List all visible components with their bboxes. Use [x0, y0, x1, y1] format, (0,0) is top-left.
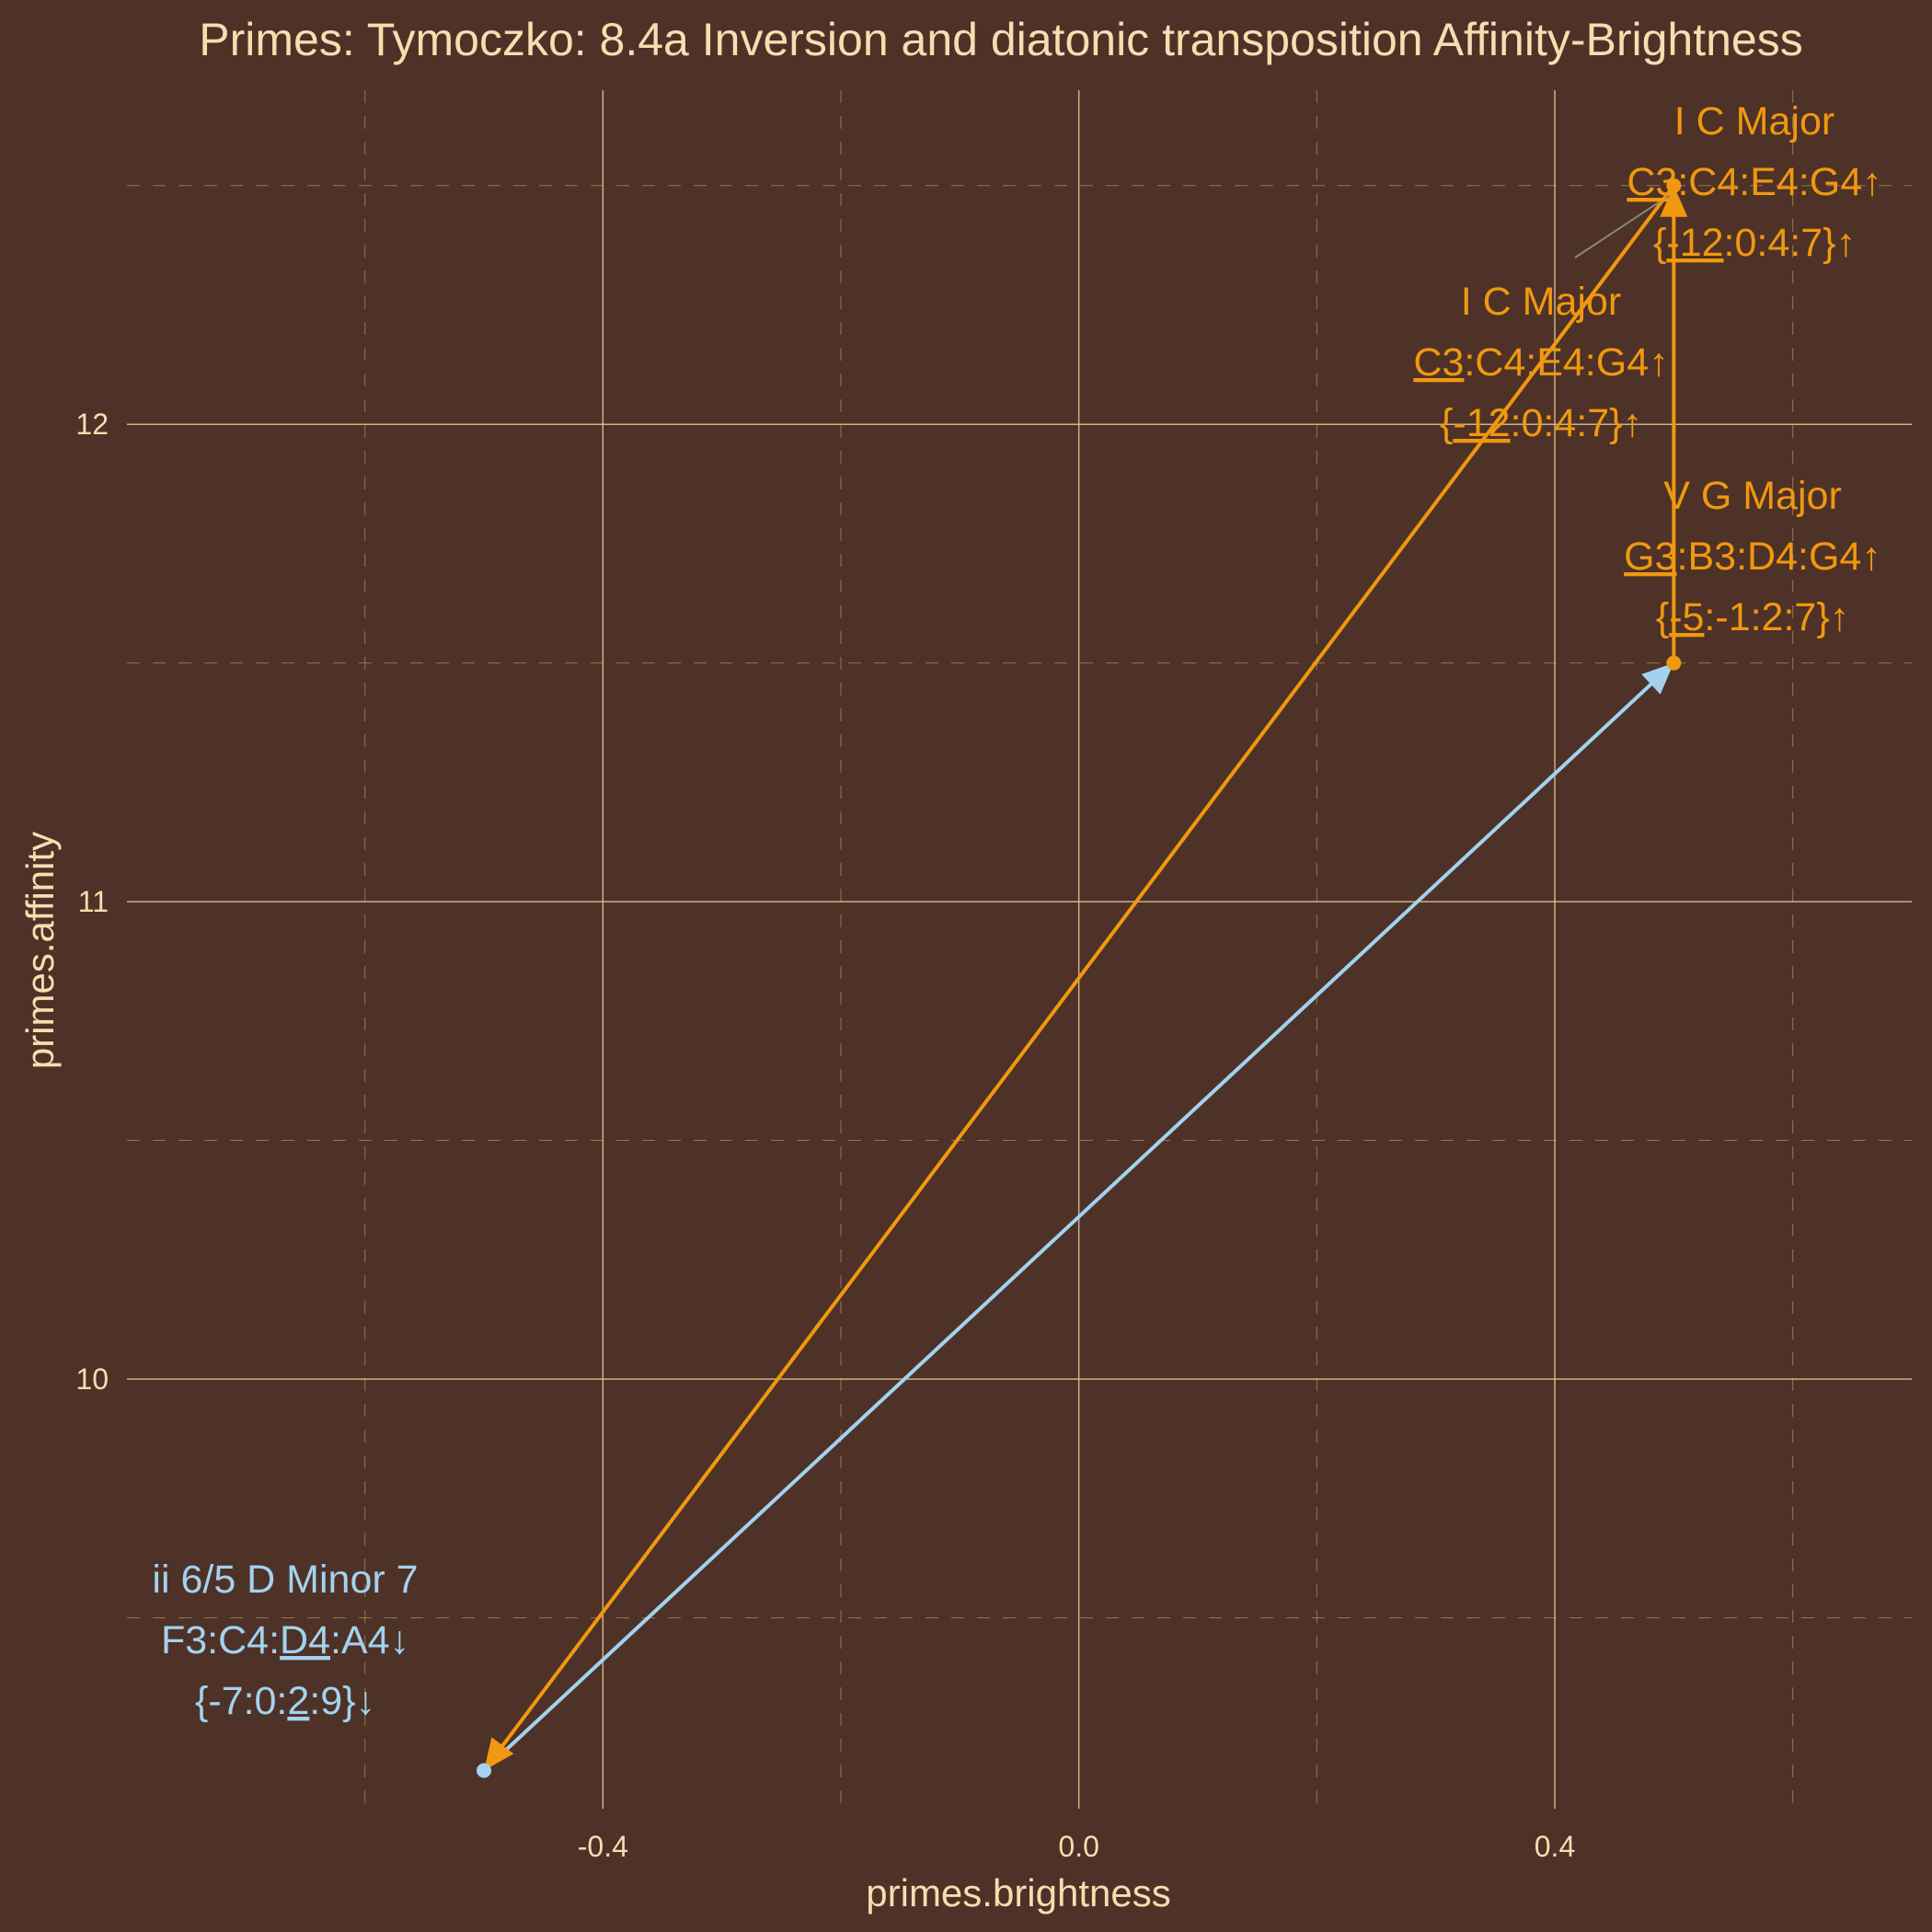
chord-label-segment: I C Major [1674, 99, 1834, 144]
chord-point [477, 1763, 491, 1778]
chord-label-line: {-5:-1:2:7}↑ [1656, 595, 1849, 639]
chord-label-segment: G3 [1624, 535, 1676, 579]
transition-arrowhead-3 [484, 1737, 514, 1771]
chord-label-line: G3:B3:D4:G4↑ [1624, 535, 1881, 579]
chord-label-segment: { [1656, 595, 1669, 639]
transition-arrowhead-1 [1641, 662, 1674, 695]
chord-label-segment: D4 [280, 1618, 330, 1662]
chord-label-segment: :-1:2:7}↑ [1704, 595, 1849, 639]
chord-label-segment: -5 [1669, 595, 1704, 639]
axes: Primes: Tymoczko: 8.4a Inversion and dia… [18, 14, 1803, 1915]
chord-label-segment: :A4↓ [330, 1618, 409, 1662]
chord-label-line: {-12:0:4:7}↑ [1653, 221, 1856, 265]
y-tick-label: 11 [78, 885, 109, 918]
chord-label-line: {-7:0:2:9}↓ [195, 1679, 375, 1723]
y-tick-label: 12 [75, 408, 109, 441]
chord-label-segment: {-7:0: [195, 1679, 287, 1723]
transition-arrowhead-2 [1660, 185, 1688, 217]
chord-label-line: F3:C4:D4:A4↓ [161, 1618, 409, 1662]
x-tick-label: 0.0 [1058, 1830, 1098, 1863]
chord-label-segment: -12 [1666, 221, 1723, 265]
chord-point [1666, 655, 1682, 671]
chord-label-line: ii 6/5 D Minor 7 [152, 1558, 418, 1602]
chart-title: Primes: Tymoczko: 8.4a Inversion and dia… [199, 14, 1802, 65]
transition-arrow-1 [482, 682, 1653, 1773]
y-axis-label: primes.affinity [18, 832, 62, 1069]
chord-points [477, 178, 1682, 1778]
chord-label-segment: -12 [1453, 401, 1510, 445]
chord-label-segment: :0:4:7}↑ [1724, 221, 1856, 265]
arrows [482, 183, 1688, 1773]
chord-label-segment: I C Major [1461, 280, 1621, 324]
x-axis-label: primes.brightness [866, 1871, 1170, 1915]
y-tick-label: 10 [75, 1363, 109, 1396]
chord-label-segment: C3 [1627, 160, 1677, 204]
transition-arrow-3 [500, 183, 1676, 1748]
chord-label-segment: V G Major [1663, 474, 1842, 518]
chord-label-segment: :C4:E4:G4↑ [1464, 340, 1668, 385]
chord-label-segment: 2 [287, 1679, 309, 1723]
chord-label-segment: :B3:D4:G4↑ [1677, 535, 1881, 579]
chord-label-segment: { [1440, 401, 1453, 445]
chord-label-line: I C Major [1461, 280, 1621, 324]
x-tick-label: -0.4 [578, 1830, 628, 1863]
chord-point [1666, 178, 1682, 193]
chord-label-segment: :9}↓ [309, 1679, 375, 1723]
chord-label-segment: { [1653, 221, 1666, 265]
chord-label-line: {-12:0:4:7}↑ [1440, 401, 1642, 445]
label-connector [1574, 193, 1671, 259]
chord-label-line: C3:C4:E4:G4↑ [1413, 340, 1668, 385]
chord-label-line: I C Major [1674, 99, 1834, 144]
grid: -0.4 0.0 0.4 10 11 12 [75, 90, 1912, 1863]
chord-label-segment: F3:C4: [161, 1618, 280, 1662]
chord-label-segment: :C4:E4:G4↑ [1677, 160, 1881, 204]
x-tick-label: 0.4 [1535, 1830, 1575, 1863]
chord-label-segment: ii 6/5 D Minor 7 [152, 1558, 418, 1602]
chord-label-segment: C3 [1413, 340, 1464, 385]
chord-label-line: V G Major [1663, 474, 1842, 518]
chord-label-line: C3:C4:E4:G4↑ [1627, 160, 1881, 204]
chord-label-segment: :0:4:7}↑ [1511, 401, 1642, 445]
chord-labels: ii 6/5 D Minor 7 F3:C4:D4:A4↓ {-7:0:2:9}↓ V… [152, 99, 1881, 1723]
